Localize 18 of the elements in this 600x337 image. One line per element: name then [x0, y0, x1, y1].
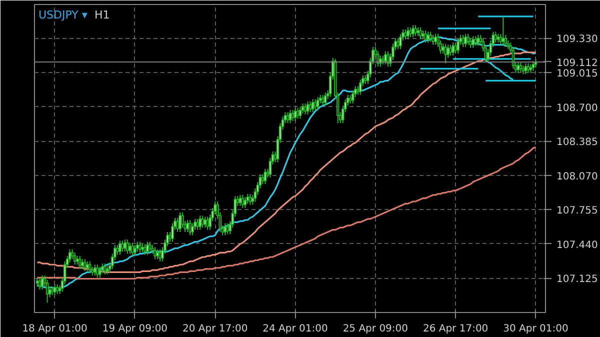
y-tick-label: 109.330 [556, 34, 598, 46]
x-tick-label: 26 Apr 17:00 [422, 324, 488, 334]
y-tick-label: 107.755 [556, 206, 598, 217]
y-tick-label: 109.015 [556, 68, 598, 80]
chart-subtitle: H1 [94, 8, 110, 22]
chart-title: USDJPY ▾ [38, 8, 88, 22]
y-tick-label: 107.440 [556, 240, 598, 251]
x-tick-label: 30 Apr 01:00 [503, 324, 568, 334]
y-tick-label: 107.125 [556, 274, 598, 286]
y-tick-label: 108.385 [556, 137, 598, 148]
y-tick-label: 108.700 [556, 102, 598, 114]
x-tick-label: 20 Apr 17:00 [182, 324, 248, 334]
x-tick-label: 19 Apr 09:00 [102, 324, 168, 334]
y-tick-label: 108.070 [556, 171, 598, 182]
ref-line-label: 109.112 [556, 58, 598, 69]
x-tick-label: 24 Apr 01:00 [262, 324, 328, 334]
x-tick-label: 25 Apr 09:00 [342, 324, 408, 334]
x-tick-label: 18 Apr 01:00 [22, 324, 88, 334]
